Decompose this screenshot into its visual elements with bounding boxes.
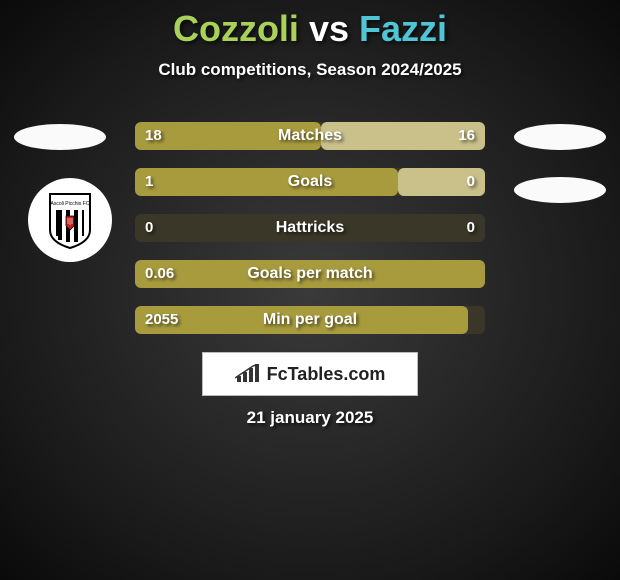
- comparison-title: Cozzoli vs Fazzi: [0, 0, 620, 50]
- stat-value-left: 18: [145, 122, 162, 150]
- stat-label: Goals: [135, 168, 485, 196]
- ascoli-shield-icon: Ascoli Picchio FC: [46, 190, 94, 250]
- stat-row: Matches18 16: [135, 122, 485, 150]
- stat-label: Matches: [135, 122, 485, 150]
- stat-value-left: 1: [145, 168, 153, 196]
- stat-value-right: 0: [467, 214, 475, 242]
- stat-value-right: 16: [458, 122, 475, 150]
- svg-text:Ascoli Picchio FC: Ascoli Picchio FC: [51, 201, 90, 207]
- subtitle: Club competitions, Season 2024/2025: [0, 60, 620, 80]
- player1-club-crest: Ascoli Picchio FC: [28, 178, 112, 262]
- vs-label: vs: [309, 8, 349, 49]
- stat-value-left: 2055: [145, 306, 178, 334]
- snapshot-date: 21 january 2025: [0, 408, 620, 428]
- stat-value-left: 0: [145, 214, 153, 242]
- stat-value-right: 0: [467, 168, 475, 196]
- stat-row: Goals1 0: [135, 168, 485, 196]
- stat-row: Min per goal2055: [135, 306, 485, 334]
- stat-value-left: 0.06: [145, 260, 174, 288]
- player1-avatar-placeholder: [14, 124, 106, 150]
- stat-row: Hattricks0 0: [135, 214, 485, 242]
- watermark-badge: FcTables.com: [202, 352, 418, 396]
- stat-row: Goals per match0.06: [135, 260, 485, 288]
- player2-name: Fazzi: [359, 8, 447, 49]
- player2-avatar-placeholder: [514, 124, 606, 150]
- player2-club-placeholder: [514, 177, 606, 203]
- player1-name: Cozzoli: [173, 8, 299, 49]
- chart-icon: [235, 364, 261, 384]
- stats-bars: Matches1816Goals10Hattricks00Goals per m…: [135, 122, 485, 352]
- stat-label: Hattricks: [135, 214, 485, 242]
- stat-label: Min per goal: [135, 306, 485, 334]
- stat-label: Goals per match: [135, 260, 485, 288]
- watermark-text: FcTables.com: [267, 364, 386, 385]
